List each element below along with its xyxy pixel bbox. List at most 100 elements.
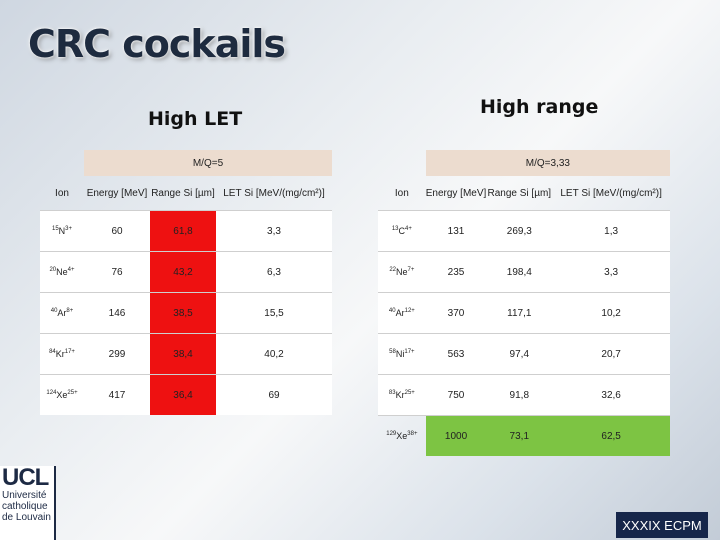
ion-mass: 13 bbox=[391, 226, 399, 232]
table-row: 124Xe25+ 417 36,4 69 bbox=[40, 374, 332, 415]
logo-line-3: de Louvain bbox=[2, 512, 51, 523]
range-cell: 38,4 bbox=[150, 333, 216, 375]
range-cell: 36,4 bbox=[150, 374, 216, 415]
ion-element: Ar bbox=[395, 308, 405, 318]
ion-charge: 38+ bbox=[407, 431, 418, 437]
range-cell: 198,4 bbox=[486, 251, 553, 293]
ion-element: Xe bbox=[396, 431, 408, 441]
ucl-logo: UCL Université catholique de Louvain bbox=[0, 466, 56, 540]
ion-mass: 58 bbox=[389, 349, 396, 355]
col-header-energy: Energy [MeV] bbox=[425, 187, 487, 199]
mq-label: M/Q=3,33 bbox=[425, 150, 670, 176]
range-cell: 269,3 bbox=[486, 210, 553, 252]
let-cell: 3,3 bbox=[552, 251, 670, 293]
ion-charge: 17+ bbox=[404, 349, 415, 355]
col-header-ion: Ion bbox=[55, 187, 69, 199]
let-cell: 6,3 bbox=[216, 251, 332, 293]
ion-element: Ne bbox=[56, 267, 68, 277]
ion-mass: 124 bbox=[46, 390, 57, 396]
table-row: 22Ne7+ 235 198,4 3,3 bbox=[378, 251, 670, 293]
ion-charge: 17+ bbox=[64, 349, 75, 355]
ion-mass: 40 bbox=[50, 308, 58, 314]
let-cell: 62,5 bbox=[552, 415, 670, 456]
col-header-energy: Energy [MeV] bbox=[86, 187, 148, 199]
ion-cell: 22Ne7+ bbox=[378, 251, 426, 293]
ion-mass: 15 bbox=[51, 226, 59, 232]
energy-cell: 146 bbox=[84, 292, 150, 334]
ion-charge: 7+ bbox=[407, 267, 415, 273]
ion-charge: 25+ bbox=[404, 390, 415, 396]
ion-element: Xe bbox=[56, 390, 68, 400]
table-row: 13C4+ 131 269,3 1,3 bbox=[378, 210, 670, 252]
let-cell: 20,7 bbox=[552, 333, 670, 375]
footer-label: XXXIX ECPM bbox=[616, 512, 708, 538]
range-cell: 43,2 bbox=[150, 251, 216, 293]
ion-element: Kr bbox=[395, 390, 405, 400]
range-cell: 117,1 bbox=[486, 292, 553, 334]
ion-charge: 25+ bbox=[67, 390, 78, 396]
ion-mass: 22 bbox=[389, 267, 397, 273]
ion-charge: 4+ bbox=[67, 267, 75, 273]
ion-mass: 20 bbox=[49, 267, 57, 273]
ion-charge: 8+ bbox=[66, 308, 74, 314]
energy-cell: 131 bbox=[425, 210, 487, 252]
ion-charge: 4+ bbox=[405, 226, 412, 232]
ion-mass: 40 bbox=[388, 308, 396, 314]
table-row: 84Kr17+ 299 38,4 40,2 bbox=[40, 333, 332, 375]
table-row: 40Ar8+ 146 38,5 15,5 bbox=[40, 292, 332, 334]
ion-element: Ne bbox=[396, 267, 408, 277]
energy-cell: 235 bbox=[425, 251, 487, 293]
let-cell: 1,3 bbox=[552, 210, 670, 252]
let-cell: 15,5 bbox=[216, 292, 332, 334]
table-row: 58Ni17+ 563 97,4 20,7 bbox=[378, 333, 670, 375]
range-cell: 61,8 bbox=[150, 210, 216, 252]
energy-cell: 76 bbox=[84, 251, 150, 293]
high-range-title: High range bbox=[480, 96, 599, 118]
table-row: 129Xe38+ 1000 73,1 62,5 bbox=[378, 415, 670, 456]
let-cell: 3,3 bbox=[216, 210, 332, 252]
high-let-table: M/Q=5 Ion Energy [MeV] Range Si [µm] LET… bbox=[40, 150, 332, 415]
ion-mass: 84 bbox=[49, 349, 56, 355]
range-cell: 91,8 bbox=[486, 374, 553, 416]
ion-element: C bbox=[398, 226, 406, 236]
high-let-title: High LET bbox=[148, 108, 243, 130]
mq-label: M/Q=5 bbox=[84, 150, 332, 176]
energy-cell: 417 bbox=[84, 374, 150, 415]
let-cell: 69 bbox=[216, 374, 332, 415]
ion-element: N bbox=[58, 226, 66, 236]
let-cell: 40,2 bbox=[216, 333, 332, 375]
ion-cell: 124Xe25+ bbox=[40, 374, 84, 415]
col-header-range: Range Si [µm] bbox=[487, 187, 552, 199]
ion-cell: 84Kr17+ bbox=[40, 333, 84, 375]
ion-cell: 20Ne4+ bbox=[40, 251, 84, 293]
ion-mass: 83 bbox=[388, 390, 396, 396]
table-row: 15N3+ 60 61,8 3,3 bbox=[40, 210, 332, 252]
ion-cell: 40Ar8+ bbox=[40, 292, 84, 334]
logo-ucl-text: UCL bbox=[2, 464, 49, 491]
table-row: 20Ne4+ 76 43,2 6,3 bbox=[40, 251, 332, 293]
ion-mass: 129 bbox=[386, 431, 397, 437]
let-cell: 32,6 bbox=[552, 374, 670, 416]
range-cell: 97,4 bbox=[486, 333, 553, 375]
ion-cell: 40Ar12+ bbox=[378, 292, 426, 334]
col-header-ion: Ion bbox=[394, 187, 409, 199]
logo-line-1: Université bbox=[2, 490, 47, 501]
high-range-table: M/Q=3,33 Ion Energy [MeV] Range Si [µm] … bbox=[378, 150, 670, 456]
energy-cell: 750 bbox=[425, 374, 487, 416]
ion-cell: 58Ni17+ bbox=[378, 333, 426, 375]
range-cell: 73,1 bbox=[486, 415, 553, 456]
logo-bar bbox=[54, 466, 56, 540]
energy-cell: 299 bbox=[84, 333, 150, 375]
energy-cell: 60 bbox=[84, 210, 150, 252]
ion-cell: 15N3+ bbox=[40, 210, 84, 252]
ion-cell: 13C4+ bbox=[378, 210, 426, 252]
col-header-range: Range Si [µm] bbox=[151, 187, 215, 199]
ion-cell: 129Xe38+ bbox=[378, 415, 426, 456]
slide-title: CRC cockails bbox=[28, 22, 286, 66]
ion-charge: 3+ bbox=[65, 226, 73, 232]
ion-element: Ni bbox=[395, 349, 405, 359]
energy-cell: 1000 bbox=[425, 415, 487, 456]
col-header-let: LET Si [MeV/(mg/cm²)] bbox=[560, 187, 662, 199]
logo-line-2: catholique bbox=[2, 501, 48, 512]
let-cell: 10,2 bbox=[552, 292, 670, 334]
